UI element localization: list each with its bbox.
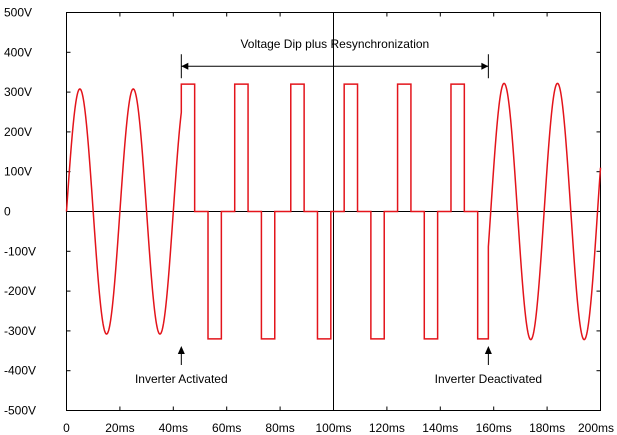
marker-label: Inverter Deactivated: [435, 372, 542, 386]
y-tick-label: 0: [4, 205, 11, 219]
span-arrow-right-head: [481, 62, 489, 70]
y-axis-ticks: 500V 400V 300V 200V 100V 0 -100V -200V -300V -400…: [4, 6, 601, 418]
x-tick-label: 120ms: [369, 421, 405, 435]
x-tick-label: 40ms: [159, 421, 188, 435]
y-tick-label: 500V: [4, 6, 32, 20]
y-tick-label: 400V: [4, 45, 32, 59]
y-tick-label: -300V: [4, 324, 36, 338]
x-tick-label: 160ms: [476, 421, 512, 435]
x-tick-label: 0: [63, 421, 70, 435]
marker-arrow-head: [484, 346, 492, 354]
y-tick-label: -200V: [4, 284, 36, 298]
x-tick-label: 200ms: [578, 421, 614, 435]
y-tick-label: 100V: [4, 165, 32, 179]
y-tick-label: -100V: [4, 244, 36, 258]
x-tick-label: 80ms: [265, 421, 294, 435]
x-tick-label: 100ms: [315, 421, 351, 435]
x-tick-label: 60ms: [212, 421, 241, 435]
marker-label: Inverter Activated: [135, 372, 228, 386]
x-tick-label: 140ms: [422, 421, 458, 435]
span-label: Voltage Dip plus Resynchronization: [240, 37, 429, 51]
marker-arrow-head: [177, 346, 185, 354]
x-tick-label: 180ms: [529, 421, 565, 435]
voltage-signal-line: [65, 82, 602, 341]
chart-annotations: Voltage Dip plus Resynchronization Invert…: [135, 37, 542, 386]
y-tick-label: 300V: [4, 85, 32, 99]
span-arrow-left-head: [181, 62, 189, 70]
y-tick-label: -400V: [4, 364, 36, 378]
y-tick-label: 200V: [4, 125, 32, 139]
x-axis-ticks: 0 20ms 40ms 60ms 80ms 100ms 120ms 140ms 160ms 180…: [63, 12, 614, 435]
y-tick-label: -500V: [4, 404, 36, 418]
x-tick-label: 20ms: [105, 421, 134, 435]
